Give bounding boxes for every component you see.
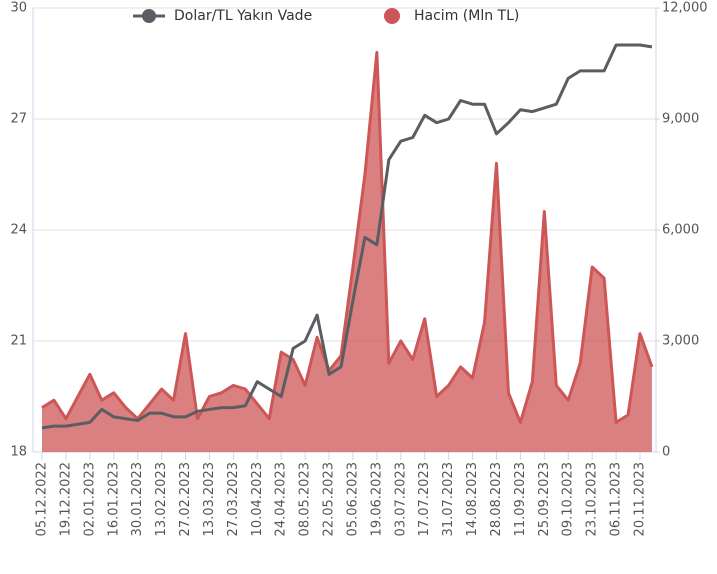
legend-marker [384,8,400,24]
x-tick-label: 30.01.2023 [130,462,145,536]
x-tick-label: 14.08.2023 [465,462,480,536]
x-tick-label: 20.11.2023 [633,462,648,536]
x-tick-label: 16.01.2023 [106,462,121,536]
x-tick-label: 13.03.2023 [202,462,217,536]
y-tick-label: 27 [10,112,27,127]
x-tick-label: 22.05.2023 [322,462,337,536]
legend-label[interactable]: Dolar/TL Yakın Vade [174,8,312,24]
y2-tick-label: 3,000 [662,334,699,349]
x-tick-label: 17.07.2023 [417,462,432,536]
y2-tick-label: 6,000 [662,223,699,238]
y-tick-label: 18 [10,445,27,460]
y2-tick-label: 12,000 [662,1,708,16]
x-tick-label: 24.04.2023 [274,462,289,536]
x-tick-label: 05.12.2022 [35,462,50,536]
x-tick-label: 09.10.2023 [561,462,576,536]
x-tick-label: 19.12.2022 [58,462,73,536]
y-tick-label: 24 [10,223,27,238]
x-tick-label: 10.04.2023 [250,462,265,536]
line [41,43,653,430]
x-tick-label: 23.10.2023 [585,462,600,536]
x-tick-label: 11.09.2023 [513,462,528,536]
x-tick-label: 03.07.2023 [393,462,408,536]
y2-tick-label: 9,000 [662,112,699,127]
y2-tick-label: 0 [662,445,670,460]
x-tick-label: 06.11.2023 [609,462,624,536]
x-tick-label: 05.06.2023 [345,462,360,536]
area-line [41,50,654,424]
x-tick-label: 28.08.2023 [489,462,504,536]
y-tick-label: 30 [10,1,27,16]
x-tick-label: 08.05.2023 [298,462,313,536]
legend-label[interactable]: Hacim (Mln TL) [414,8,519,24]
x-tick-label: 27.03.2023 [226,462,241,536]
legend: Dolar/TL Yakın Vade Hacim (Mln TL) [133,8,519,24]
x-tick-label: 19.06.2023 [369,462,384,536]
area-fill [42,52,652,453]
x-tick-label: 25.09.2023 [537,462,552,536]
x-tick-label: 27.02.2023 [178,462,193,536]
x-tick-label: 02.01.2023 [82,462,97,536]
y-tick-label: 21 [10,334,27,349]
legend-marker [142,9,156,23]
x-tick-label: 31.07.2023 [441,462,456,536]
x-tick-label: 13.02.2023 [154,462,169,536]
plot: 18 21 24 27 30 0 3,000 6,000 9,000 12,000 05.12.20… [10,1,707,537]
